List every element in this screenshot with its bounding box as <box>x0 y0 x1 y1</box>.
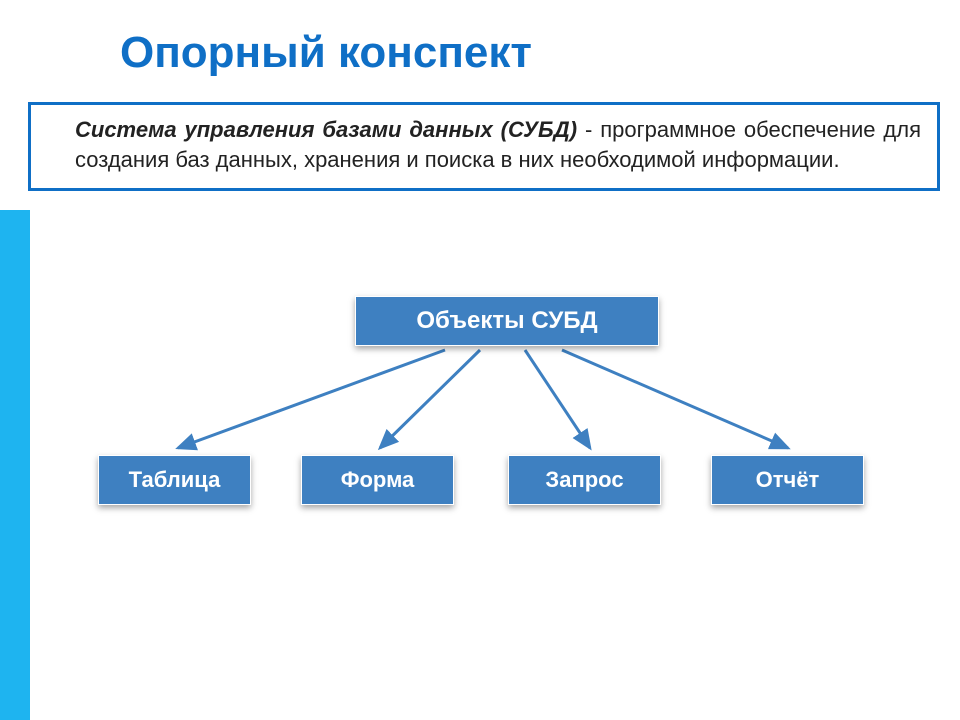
child-node-0: Таблица <box>98 455 251 505</box>
diagram-container: Объекты СУБД Таблица Форма Запрос Отчёт <box>0 0 960 720</box>
child-node-2: Запрос <box>508 455 661 505</box>
child-node-label-1: Форма <box>341 467 415 493</box>
diagram-arrows <box>0 0 960 720</box>
arrow-0 <box>178 350 445 448</box>
child-node-label-0: Таблица <box>129 467 221 493</box>
arrow-3 <box>562 350 788 448</box>
child-node-label-2: Запрос <box>545 467 623 493</box>
arrow-2 <box>525 350 590 448</box>
root-node-label: Объекты СУБД <box>416 307 597 335</box>
child-node-1: Форма <box>301 455 454 505</box>
child-node-3: Отчёт <box>711 455 864 505</box>
root-node: Объекты СУБД <box>355 296 659 346</box>
child-node-label-3: Отчёт <box>756 467 820 493</box>
arrow-1 <box>380 350 480 448</box>
